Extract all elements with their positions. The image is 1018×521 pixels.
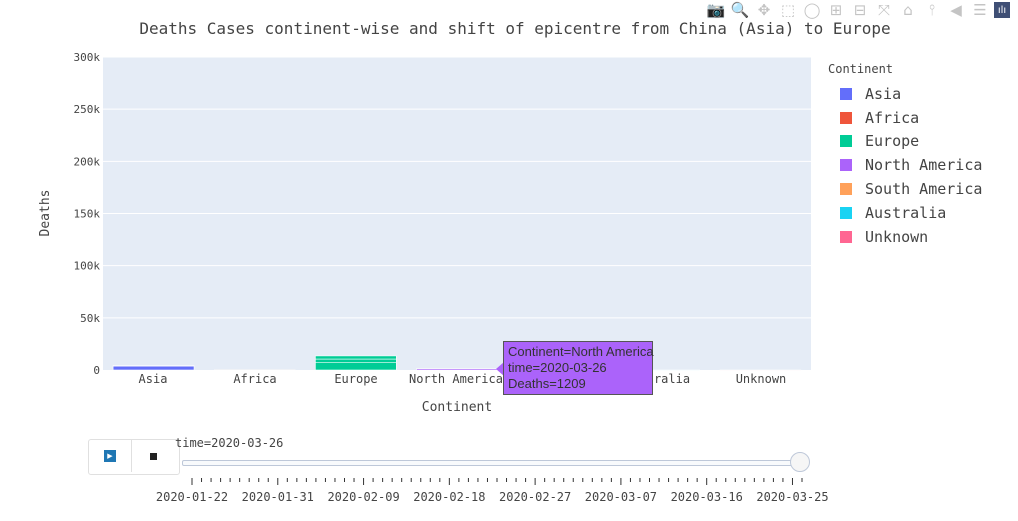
legend-item[interactable]: North America <box>828 153 982 177</box>
chart-modebar: 📷 🔍 ✥ ⬚ ◯ ⊞ ⊟ ⤧ ⌂ ⫯ ◀ ☰ ılı <box>706 0 1010 20</box>
home-icon[interactable]: ⌂ <box>903 0 913 19</box>
legend: Continent Asia Africa Europe North America S… <box>828 62 982 249</box>
hover-closest-icon[interactable]: ◀ <box>950 0 962 19</box>
legend-item[interactable]: South America <box>828 177 982 201</box>
x-tick-label: Africa <box>233 372 276 386</box>
legend-label: Asia <box>865 84 902 103</box>
slider-date-label: 2020-01-31 <box>241 490 314 504</box>
lasso-select-icon[interactable]: ◯ <box>803 0 821 19</box>
autoscale-icon[interactable]: ⤧ <box>877 0 890 19</box>
x-tick-label: Unknown <box>736 372 787 386</box>
y-tick-label: 150k <box>74 208 101 221</box>
legend-swatch <box>840 87 852 100</box>
slider-current-value: time=2020-03-26 <box>175 436 284 450</box>
legend-title: Continent <box>828 62 894 76</box>
zoom-in-icon[interactable]: ⊞ <box>829 0 843 19</box>
legend-label: Unknown <box>865 227 929 246</box>
y-tick-label: 300k <box>74 51 101 64</box>
zoom-out-icon[interactable]: ⊟ <box>853 0 867 19</box>
legend-swatch <box>840 135 852 148</box>
legend-item[interactable]: Australia <box>828 201 982 225</box>
plotly-logo[interactable]: ılı <box>994 2 1010 18</box>
chart-title: Deaths Cases continent-wise and shift of… <box>139 19 891 38</box>
x-tick-label: ralia <box>654 372 690 386</box>
legend-label: Africa <box>865 108 920 127</box>
play-button[interactable]: ▶ <box>89 440 131 472</box>
hover-tooltip: Continent=North America time=2020-03-26 … <box>503 341 654 395</box>
y-tick-label: 0 <box>93 364 100 377</box>
box-select-icon[interactable]: ⬚ <box>780 0 796 19</box>
zoom-icon[interactable]: 🔍 <box>730 0 750 19</box>
pan-icon[interactable]: ✥ <box>757 0 771 19</box>
bar-segment[interactable] <box>213 369 296 371</box>
legend-swatch <box>840 183 852 196</box>
legend-swatch <box>840 159 852 172</box>
legend-label: North America <box>865 156 983 175</box>
slider-date-label: 2020-03-07 <box>584 490 658 504</box>
tooltip-time: time=2020-03-26 <box>508 360 607 375</box>
bar-segment[interactable] <box>719 369 802 371</box>
slider-date-label: 2020-02-09 <box>327 490 400 504</box>
legend-swatch <box>840 111 852 124</box>
tooltip-deaths: Deaths=1209 <box>508 376 586 391</box>
legend-label: South America <box>865 180 983 199</box>
legend-swatch <box>840 230 852 243</box>
x-axis-title: Continent <box>422 400 492 415</box>
legend-item[interactable]: Unknown <box>828 225 982 249</box>
y-tick-label: 250k <box>74 103 101 116</box>
bar-segment[interactable] <box>315 355 397 360</box>
y-tick-label: 100k <box>74 260 101 273</box>
y-axis-title: Deaths <box>38 190 53 237</box>
legend-label: Europe <box>865 132 920 151</box>
tooltip-pointer <box>496 362 504 376</box>
legend-item[interactable]: Europe <box>828 130 982 154</box>
tooltip-continent: Continent=North America <box>508 344 654 359</box>
spike-lines-icon[interactable]: ⫯ <box>928 0 936 19</box>
x-tick-label: Europe <box>334 372 377 386</box>
y-tick-label: 200k <box>74 155 101 168</box>
stop-button[interactable] <box>131 440 174 472</box>
time-slider-handle[interactable] <box>790 452 810 472</box>
stop-icon <box>149 452 157 460</box>
legend-item[interactable]: Asia <box>828 82 982 106</box>
x-tick-label: North America <box>409 372 503 386</box>
slider-date-label: 2020-03-25 <box>756 490 829 504</box>
slider-date-label: 2020-02-18 <box>413 490 486 504</box>
camera-icon[interactable]: 📷 <box>706 0 726 19</box>
x-tick-label: Asia <box>139 372 168 386</box>
legend-swatch <box>840 206 852 219</box>
slider-date-label: 2020-03-16 <box>670 490 743 504</box>
play-icon: ▶ <box>104 450 116 462</box>
hover-compare-icon[interactable]: ☰ <box>973 0 987 19</box>
slider-date-label: 2020-02-27 <box>499 490 572 504</box>
slider-date-label: 2020-01-22 <box>155 490 229 504</box>
animation-controls: ▶ <box>88 439 180 475</box>
y-tick-label: 50k <box>80 312 100 325</box>
bar-segment[interactable] <box>112 365 195 367</box>
legend-item[interactable]: Africa <box>828 106 982 130</box>
legend-label: Australia <box>865 203 947 222</box>
